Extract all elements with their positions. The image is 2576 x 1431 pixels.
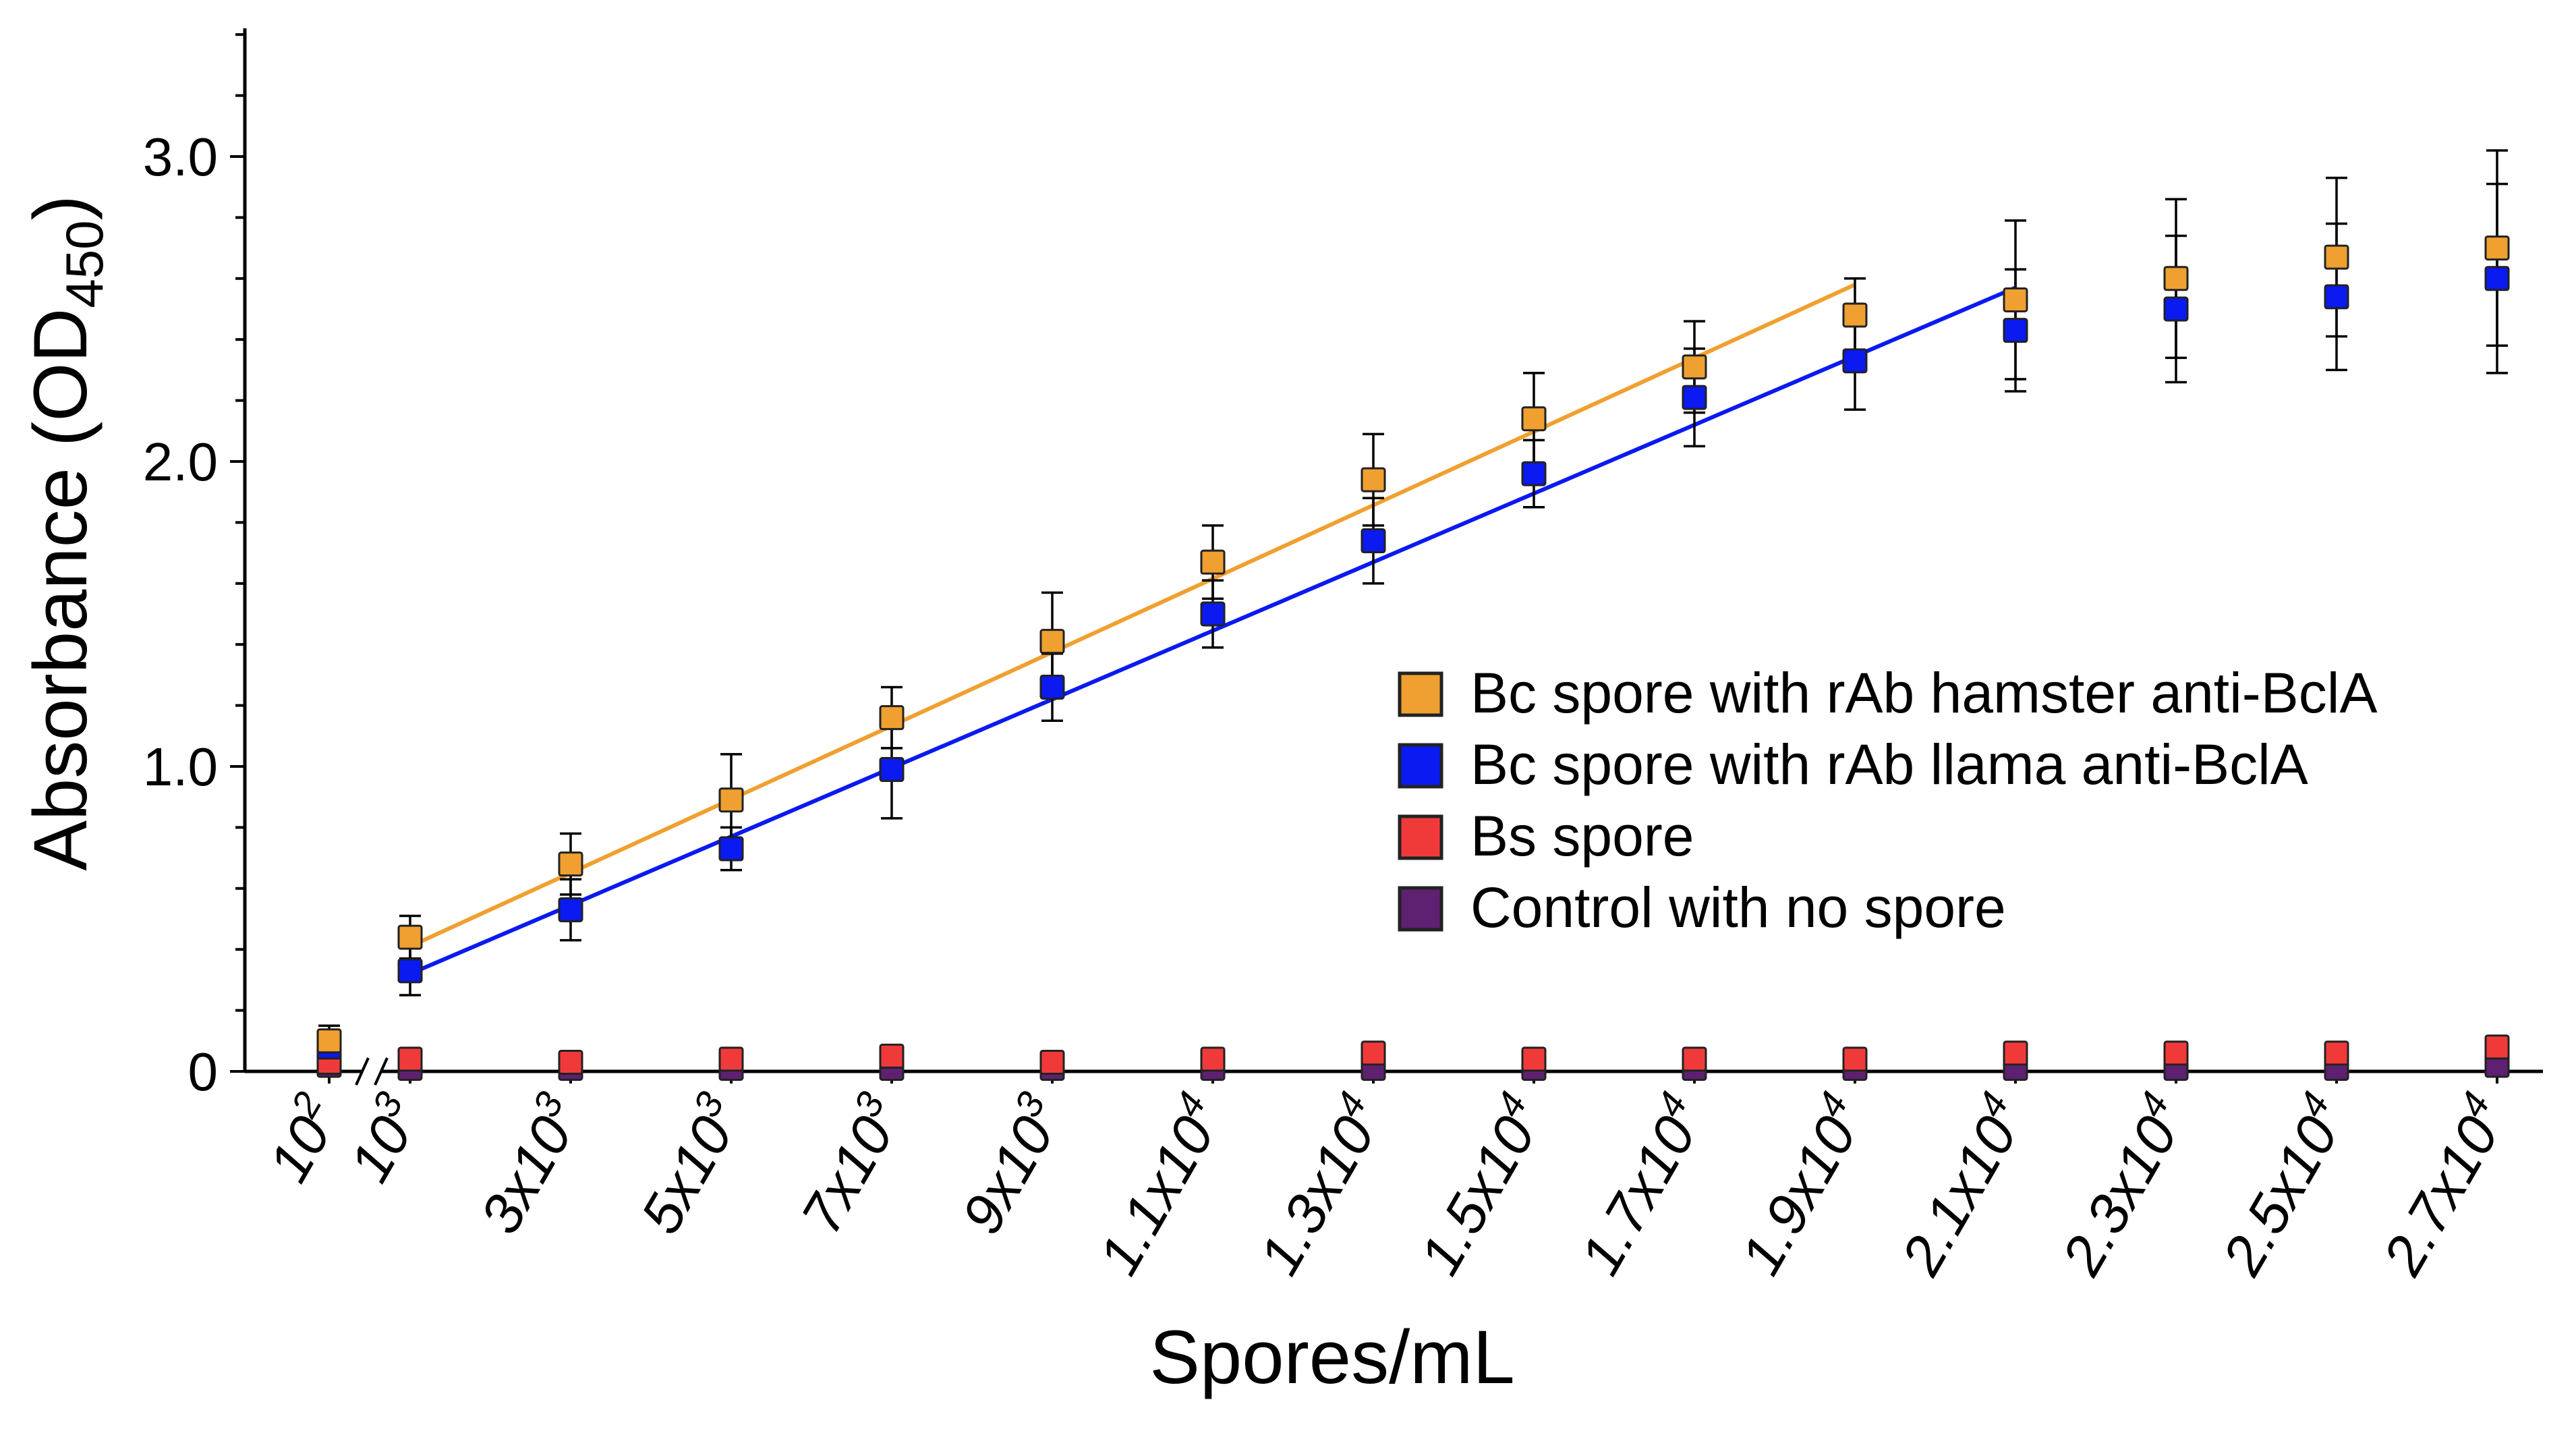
x-tick-base: 1.3x10 <box>1247 1106 1387 1285</box>
x-tick-base: 3x10 <box>468 1106 585 1244</box>
x-tick-base: 2.3x10 <box>2049 1106 2189 1286</box>
data-point-series-1 <box>1361 528 1386 554</box>
x-axis-title: Spores/mL <box>1149 1315 1515 1399</box>
x-tick-base: 1.1x10 <box>1086 1106 1226 1285</box>
axis-break-mark <box>355 1057 370 1086</box>
x-tick-base: 1.7x10 <box>1568 1106 1708 1285</box>
x-tick-label: 1.3x104 <box>1242 1085 1398 1285</box>
y-axis-title-main: Absorbance (OD <box>18 308 103 871</box>
data-point-series-1 <box>558 897 583 922</box>
data-point-series-0 <box>1039 629 1065 654</box>
x-tick-label: 1.5x104 <box>1402 1085 1558 1285</box>
x-tick-label: 102 <box>251 1085 353 1192</box>
x-tick-label: 3x103 <box>463 1085 595 1244</box>
y-axis-title-close: ) <box>18 195 103 220</box>
x-tick-base: 1.9x10 <box>1728 1106 1868 1285</box>
data-point-series-1 <box>1682 385 1707 410</box>
data-point-series-2 <box>2003 1040 2028 1066</box>
x-tick-base: 1.5x10 <box>1407 1106 1547 1285</box>
data-point-series-0 <box>1842 302 1868 328</box>
x-tick-label: 5x103 <box>623 1085 755 1244</box>
x-tick-label: 2.3x104 <box>2044 1085 2200 1286</box>
data-point-series-0 <box>1682 354 1707 380</box>
data-point-series-0 <box>718 787 744 813</box>
data-point-series-0 <box>2324 244 2349 270</box>
data-point-series-2 <box>1361 1040 1386 1066</box>
data-point-series-0 <box>2484 235 2510 261</box>
legend-swatch <box>1398 814 1443 860</box>
data-point-series-2 <box>397 1046 423 1072</box>
x-tick-base: 5x10 <box>629 1106 745 1244</box>
data-point-series-1 <box>1521 461 1547 486</box>
y-tick-label: 2.0 <box>143 432 218 492</box>
data-point-series-1 <box>1200 601 1226 627</box>
data-point-series-0 <box>316 1028 342 1054</box>
data-point-series-2 <box>1521 1046 1547 1072</box>
y-tick-label: 3.0 <box>143 127 218 187</box>
data-point-series-2 <box>1039 1049 1065 1075</box>
data-point-series-0 <box>2003 287 2028 312</box>
x-tick-label: 1.7x104 <box>1563 1085 1719 1285</box>
data-point-series-2 <box>2484 1034 2510 1060</box>
data-point-series-1 <box>1842 348 1868 374</box>
fit-line-series-0 <box>409 283 1856 949</box>
data-point-series-0 <box>879 705 905 731</box>
x-tick-label: 2.1x104 <box>1883 1085 2039 1286</box>
data-point-series-1 <box>2003 318 2028 343</box>
data-point-series-0 <box>1200 549 1226 575</box>
data-point-series-2 <box>558 1049 583 1075</box>
data-point-series-2 <box>1682 1046 1707 1072</box>
legend-swatch <box>1398 743 1443 789</box>
legend-swatch <box>1398 886 1443 932</box>
data-point-series-2 <box>2324 1040 2349 1066</box>
data-point-series-1 <box>1039 674 1065 700</box>
x-tick-label: 103 <box>332 1085 434 1192</box>
x-tick-base: 10 <box>337 1106 424 1192</box>
x-tick-base: 10 <box>256 1106 343 1192</box>
data-point-series-0 <box>1361 467 1386 493</box>
legend: Bc spore with rAb hamster anti-BclA Bc sp… <box>1398 661 2378 939</box>
data-point-series-2 <box>879 1043 905 1069</box>
data-point-series-0 <box>558 851 583 877</box>
x-tick-base: 2.7x10 <box>2370 1106 2511 1286</box>
data-point-series-2 <box>2163 1040 2189 1066</box>
x-tick-label: 7x103 <box>784 1085 916 1244</box>
data-point-series-1 <box>2484 266 2510 291</box>
x-tick-base: 2.1x10 <box>1889 1106 2029 1286</box>
data-point-series-1 <box>2324 284 2349 310</box>
x-tick-label: 1.1x104 <box>1081 1085 1237 1285</box>
data-point-series-1 <box>397 958 423 984</box>
x-tick-base: 7x10 <box>789 1106 906 1244</box>
x-tick-label: 1.9x104 <box>1723 1085 1879 1285</box>
y-axis-title-subscript: 450 <box>55 221 114 308</box>
data-point-series-0 <box>2163 266 2189 291</box>
x-tick-base: 9x10 <box>950 1106 1066 1244</box>
y-axis-title: Absorbance (OD450) <box>18 195 114 871</box>
data-point-series-1 <box>2163 296 2189 322</box>
data-point-series-0 <box>1521 406 1547 432</box>
legend-label: Bs spore <box>1470 804 1694 868</box>
x-tick-base: 2.5x10 <box>2210 1106 2350 1286</box>
data-point-series-2 <box>1842 1046 1868 1072</box>
legend-swatch <box>1398 671 1443 717</box>
data-point-series-0 <box>397 924 423 950</box>
y-tick-label: 0 <box>188 1042 219 1102</box>
markers-layer <box>316 235 2510 1081</box>
data-point-series-1 <box>879 757 905 783</box>
x-tick-label: 2.5x104 <box>2204 1085 2360 1286</box>
x-tick-label: 9x103 <box>944 1085 1077 1244</box>
y-tick-label: 1.0 <box>143 737 218 797</box>
axis-break-mark <box>374 1057 389 1086</box>
legend-label: Bc spore with rAb hamster anti-BclA <box>1470 661 2378 725</box>
data-point-series-1 <box>718 836 744 862</box>
data-point-series-2 <box>1200 1046 1226 1072</box>
data-point-series-2 <box>718 1046 744 1072</box>
x-tick-label: 2.7x104 <box>2365 1085 2521 1286</box>
legend-label: Bc spore with rAb llama anti-BclA <box>1470 733 2308 796</box>
legend-label: Control with no spore <box>1470 876 2006 939</box>
